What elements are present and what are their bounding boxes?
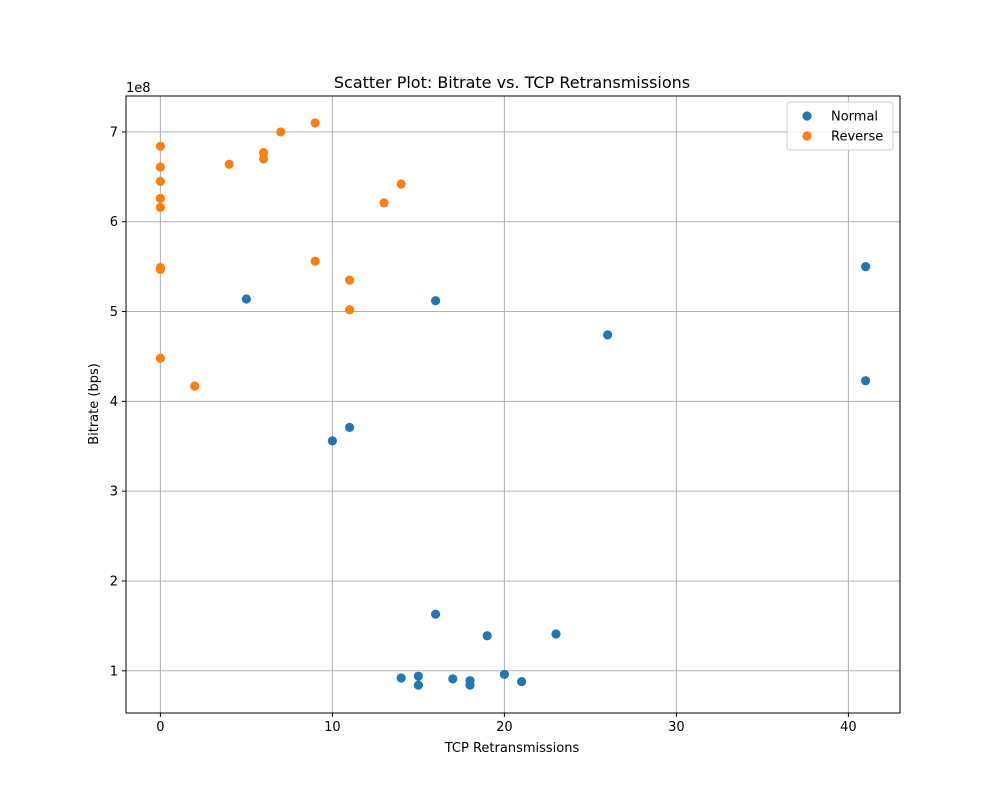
y-scale-label: 1e8 (126, 81, 151, 96)
reverse-point (396, 179, 406, 189)
x-tick-label: 40 (840, 720, 857, 735)
plot-frame (125, 95, 901, 714)
legend-label-reverse: Reverse (831, 130, 883, 145)
normal-point (431, 296, 441, 306)
normal-point (327, 436, 337, 446)
reverse-point (155, 264, 165, 274)
chart-title: Scatter Plot: Bitrate vs. TCP Retransmis… (334, 73, 690, 92)
reverse-point (155, 176, 165, 186)
legend: Normal Reverse (786, 101, 894, 151)
normal-point (396, 673, 406, 683)
data-points (155, 118, 871, 690)
reverse-point (224, 159, 234, 169)
normal-point (465, 680, 475, 690)
reverse-point (310, 256, 320, 266)
legend-marker-normal (802, 111, 812, 121)
reverse-point (345, 275, 355, 285)
y-tick-label: 1 (110, 664, 118, 679)
normal-point (431, 609, 441, 619)
normal-point (499, 669, 509, 679)
reverse-point (155, 193, 165, 203)
reverse-point (276, 127, 286, 137)
reverse-point (379, 198, 389, 208)
normal-point (448, 674, 458, 684)
y-tick-label: 4 (110, 395, 118, 410)
legend-label-normal: Normal (831, 110, 878, 125)
normal-point (517, 676, 527, 687)
reverse-point (259, 147, 269, 158)
reverse-point (155, 162, 165, 172)
normal-point (551, 629, 561, 639)
y-tick-label: 2 (110, 574, 118, 589)
normal-point (482, 631, 492, 641)
normal-point (861, 376, 871, 386)
reverse-point (155, 141, 165, 151)
x-tick-label: 0 (156, 720, 164, 735)
x-tick-label: 10 (324, 720, 341, 735)
normal-point (413, 680, 423, 690)
reverse-point (190, 381, 200, 391)
y-tick-label: 5 (110, 305, 118, 320)
y-tick-label: 6 (110, 215, 118, 230)
normal-point (241, 294, 251, 304)
reverse-point (310, 118, 320, 128)
normal-point (603, 330, 613, 340)
x-tick-label: 20 (496, 720, 513, 735)
grid (126, 96, 900, 713)
y-axis-label: Bitrate (bps) (87, 363, 102, 445)
legend-box (786, 101, 894, 151)
x-axis-label: TCP Retransmissions (444, 741, 580, 756)
y-tick-label: 3 (110, 485, 118, 500)
normal-point (345, 422, 355, 433)
y-tick-label: 7 (110, 125, 118, 140)
reverse-point (155, 202, 165, 212)
reverse-point (259, 154, 269, 164)
x-tick-label: 30 (668, 720, 685, 735)
normal-point (413, 671, 423, 681)
normal-point (861, 262, 871, 272)
legend-marker-reverse (802, 131, 812, 141)
reverse-point (345, 305, 355, 315)
axis-ticks: 0 10 20 30 40 1 2 3 4 5 6 7 (110, 125, 857, 735)
reverse-point (155, 353, 165, 363)
